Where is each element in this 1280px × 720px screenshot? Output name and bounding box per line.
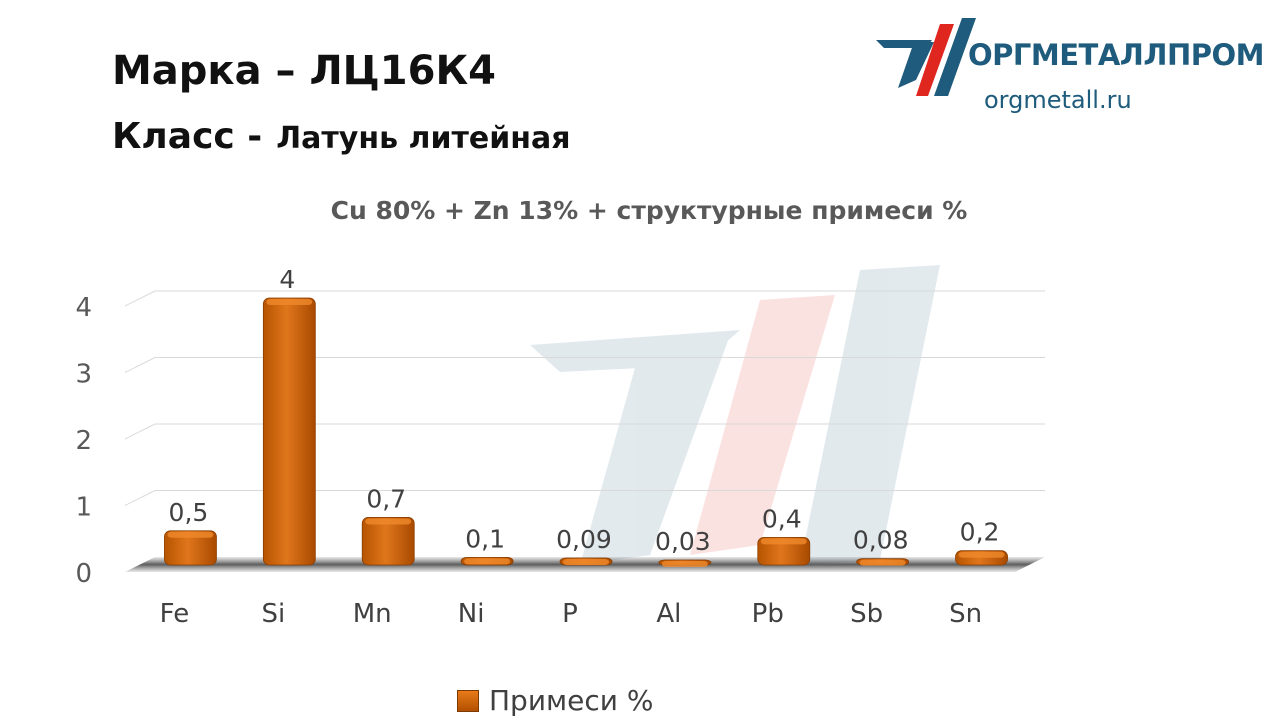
value-label: 0,2 — [960, 518, 1000, 547]
gridline-depth — [124, 490, 156, 506]
value-label: 0,5 — [169, 498, 209, 527]
bar-top-sn — [958, 551, 1005, 558]
gridline-depth — [124, 357, 156, 373]
x-tick-label: Mn — [353, 599, 392, 629]
grade-value: ЛЦ16К4 — [309, 48, 496, 94]
grade-separator: – — [275, 48, 296, 94]
bar-top-pb — [760, 538, 807, 545]
bar-top-al — [661, 561, 708, 567]
watermark-logo-icon — [530, 265, 940, 565]
class-label: Класс - — [112, 116, 263, 157]
legend-label: Примеси % — [489, 684, 654, 717]
bar-top-ni — [464, 558, 511, 565]
y-tick-label: 0 — [75, 559, 92, 589]
logo-url: orgmetall.ru — [984, 86, 1132, 114]
x-tick-label: Sb — [850, 599, 883, 629]
bar-mn — [361, 517, 415, 566]
y-tick-label: 2 — [75, 426, 92, 456]
bar-top-si — [266, 299, 313, 305]
x-tick-label: Ni — [458, 599, 485, 629]
value-label: 0,1 — [465, 524, 505, 553]
x-tick-label: Al — [656, 599, 681, 629]
class-line: Класс - Латунь литейная — [112, 116, 570, 157]
y-tick-label: 3 — [75, 360, 92, 390]
grade-label: Марка — [112, 48, 262, 94]
gridline-depth — [124, 290, 156, 307]
legend-swatch — [457, 689, 479, 712]
chart-legend: Примеси % — [457, 684, 653, 717]
y-tick-label: 1 — [75, 493, 92, 523]
value-label: 0,08 — [853, 526, 909, 555]
x-tick-label: Si — [261, 599, 285, 629]
value-label: 0,4 — [762, 504, 802, 533]
x-tick-label: Pb — [752, 599, 784, 629]
bar-top-fe — [167, 531, 214, 538]
bar-top-mn — [365, 518, 412, 525]
bar-top-p — [563, 559, 609, 566]
value-label: 4 — [279, 265, 295, 294]
logo-name: ОРГМЕТАЛЛПРОМ — [968, 38, 1265, 72]
x-tick-label: Sn — [949, 599, 982, 629]
bar-top-sb — [859, 559, 906, 566]
bar-fe — [164, 530, 217, 566]
gridline-depth — [124, 423, 156, 440]
x-tick-label: Fe — [160, 599, 190, 629]
grade-line: Марка – ЛЦ16К4 — [112, 48, 496, 94]
y-tick-label: 4 — [75, 293, 92, 323]
value-label: 0,7 — [366, 484, 406, 513]
value-label: 0,03 — [655, 527, 711, 556]
class-value: Латунь литейная — [276, 121, 571, 156]
chart-title: Cu 80% + Zn 13% + структурные примеси % — [330, 196, 968, 225]
bar-si — [262, 297, 316, 566]
value-label: 0,09 — [556, 525, 612, 554]
x-tick-label: P — [562, 599, 578, 629]
company-logo-icon — [876, 18, 976, 96]
